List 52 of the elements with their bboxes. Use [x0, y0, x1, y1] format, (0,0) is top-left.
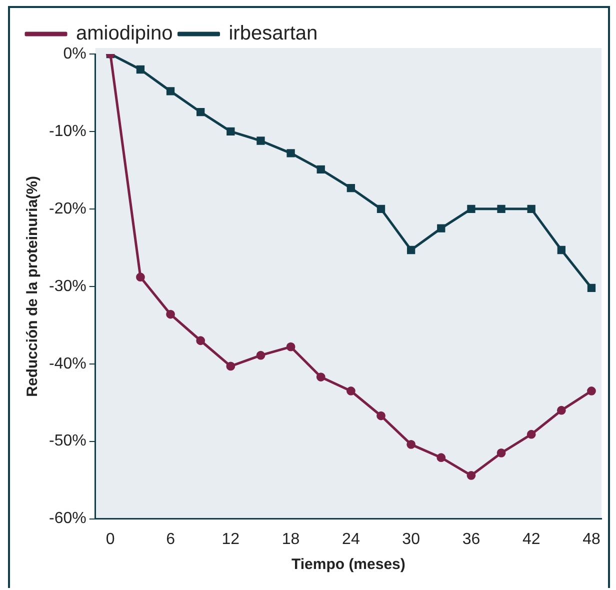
y-tick-label: -10%: [48, 122, 86, 140]
legend-label: amiodipino: [76, 22, 173, 45]
point: [286, 149, 295, 158]
point: [587, 284, 596, 292]
point: [226, 362, 236, 371]
x-tick-label: 30: [402, 530, 420, 548]
point: [466, 470, 476, 480]
x-tick-label: 12: [222, 530, 240, 548]
x-axis-title: Tiempo (meses): [291, 556, 406, 574]
point: [316, 372, 326, 382]
x-tick-label: 6: [166, 530, 176, 548]
point: [346, 386, 356, 396]
x-tick-label: 36: [462, 530, 480, 548]
point: [467, 204, 476, 214]
point: [226, 127, 235, 136]
x-tick-label: 0: [106, 530, 115, 548]
x-tick-label: 18: [282, 530, 300, 548]
point: [256, 136, 265, 145]
y-tick-label: -20%: [48, 200, 86, 218]
y-axis-title: Reducción de la proteinuria(%): [24, 176, 42, 397]
y-tick-label: -40%: [48, 355, 86, 372]
point: [256, 350, 266, 360]
point: [406, 440, 416, 449]
y-tick-label: 0%: [63, 45, 86, 62]
point: [136, 272, 145, 282]
point: [497, 204, 506, 214]
point: [196, 336, 206, 346]
y-tick-label: -30%: [48, 278, 86, 295]
point: [166, 310, 175, 319]
point: [136, 65, 145, 74]
y-tick-label: -50%: [48, 432, 86, 450]
point: [437, 224, 446, 232]
point: [436, 453, 446, 462]
y-tick-label: -60%: [48, 510, 86, 528]
point: [496, 448, 506, 458]
x-tick-label: 42: [522, 530, 540, 548]
legend-label: irbesartan: [228, 22, 318, 45]
point: [556, 406, 566, 415]
point: [286, 342, 296, 352]
point: [557, 246, 566, 254]
x-tick-label: 48: [582, 530, 600, 548]
x-tick-label: 24: [342, 530, 360, 548]
point: [587, 386, 596, 396]
point: [316, 165, 325, 174]
point: [376, 204, 386, 214]
point: [346, 184, 356, 192]
point: [166, 87, 175, 96]
point: [527, 204, 536, 214]
point: [196, 108, 205, 116]
point: [406, 246, 416, 254]
point: [526, 430, 536, 439]
point: [376, 411, 386, 420]
